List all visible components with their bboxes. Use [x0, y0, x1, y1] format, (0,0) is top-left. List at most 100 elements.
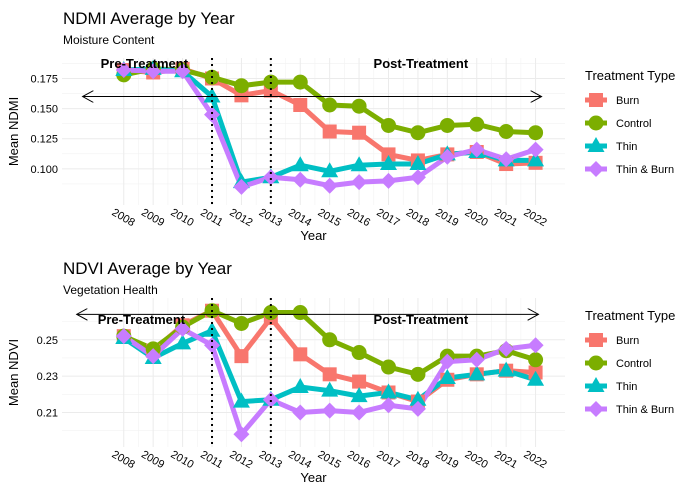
y-tick-label: 0.125	[30, 134, 58, 146]
x-tick-label: 2018	[404, 449, 431, 472]
marker-square	[589, 93, 603, 107]
marker-diamond	[380, 172, 397, 189]
legend-title: Treatment Type	[585, 308, 675, 323]
marker-diamond	[174, 320, 191, 337]
marker-circle	[439, 117, 455, 133]
marker-circle	[322, 97, 338, 113]
legend-item: Control	[585, 115, 651, 131]
legend-item: Thin & Burn	[585, 401, 674, 417]
marker-circle	[410, 366, 426, 382]
marker-diamond	[321, 177, 338, 194]
x-tick-label: 2015	[316, 449, 343, 472]
x-axis-label: Year	[300, 228, 327, 243]
y-axis-label: Mean NDVI	[6, 339, 21, 406]
marker-triangle	[380, 155, 398, 171]
x-axis-label: Year	[300, 470, 327, 485]
marker-square	[589, 333, 603, 347]
x-tick-label: 2014	[286, 207, 313, 230]
marker-circle	[292, 74, 308, 90]
marker-triangle	[174, 334, 192, 350]
marker-triangle	[409, 390, 427, 406]
x-tick-label: 2010	[169, 449, 196, 472]
y-tick-label: 0.175	[30, 73, 58, 85]
marker-circle	[233, 315, 249, 331]
annotation: Pre-Treatment	[98, 312, 186, 327]
y-tick-label: 0.23	[37, 371, 58, 383]
x-tick-label: 2016	[345, 449, 372, 472]
legend-label: Control	[616, 118, 651, 130]
marker-circle	[498, 124, 514, 139]
annotation: Post-Treatment	[374, 56, 469, 71]
chart-title: NDVI Average by Year	[63, 259, 232, 278]
chart-subtitle: Moisture Content	[63, 33, 155, 47]
marker-triangle	[438, 368, 456, 384]
marker-triangle	[468, 365, 486, 381]
marker-circle	[351, 98, 367, 114]
marker-triangle	[587, 137, 605, 152]
y-tick-label: 0.21	[37, 407, 58, 419]
legend-label: Burn	[616, 95, 639, 107]
marker-circle	[381, 117, 397, 133]
x-tick-label: 2015	[316, 207, 343, 230]
legend-label: Control	[616, 358, 651, 370]
annotation: Post-Treatment	[374, 312, 469, 327]
marker-triangle	[527, 151, 545, 167]
marker-circle	[410, 125, 426, 141]
x-tick-label: 2012	[227, 207, 254, 230]
marker-diamond	[321, 402, 338, 419]
x-tick-label: 2020	[463, 449, 490, 472]
marker-triangle	[321, 381, 339, 397]
marker-diamond	[439, 353, 456, 370]
legend-label: Burn	[616, 335, 639, 347]
marker-diamond	[145, 63, 162, 80]
marker-diamond	[174, 63, 191, 80]
x-tick-label: 2017	[374, 207, 401, 230]
marker-triangle	[497, 361, 515, 377]
x-tick-label: 2013	[257, 207, 284, 230]
marker-circle	[528, 352, 544, 368]
marker-diamond	[409, 169, 426, 186]
marker-triangle	[587, 377, 605, 392]
marker-triangle	[527, 370, 545, 386]
marker-diamond	[468, 141, 485, 158]
legend-label: Thin	[616, 381, 637, 393]
x-tick-label: 2019	[433, 449, 460, 472]
marker-diamond	[351, 174, 368, 191]
marker-square	[322, 367, 337, 382]
x-tick-label: 2021	[492, 207, 519, 230]
marker-diamond	[380, 397, 397, 414]
chart-subtitle: Vegetation Health	[63, 283, 158, 297]
x-tick-label: 2021	[492, 449, 519, 472]
x-tick-label: 2020	[463, 207, 490, 230]
legend-item: Thin	[585, 377, 637, 393]
marker-diamond	[498, 151, 515, 168]
marker-triangle	[291, 156, 309, 172]
marker-circle	[381, 359, 397, 375]
marker-circle	[588, 115, 604, 131]
marker-diamond	[204, 337, 221, 354]
marker-triangle	[232, 392, 250, 408]
chart-title: NDMI Average by Year	[63, 9, 235, 28]
marker-diamond	[292, 404, 309, 421]
marker-diamond	[262, 391, 279, 408]
marker-circle	[351, 345, 367, 361]
marker-circle	[469, 116, 485, 132]
x-tick-label: 2017	[374, 449, 401, 472]
marker-square	[322, 124, 337, 139]
marker-diamond	[527, 337, 544, 354]
y-axis-label: Mean NDMI	[6, 97, 21, 166]
x-tick-label: 2008	[110, 207, 137, 230]
marker-diamond	[588, 161, 604, 177]
x-tick-label: 2013	[257, 449, 284, 472]
marker-square	[293, 97, 308, 112]
marker-diamond	[498, 340, 515, 357]
y-tick-label: 0.100	[30, 164, 58, 176]
legend-item: Thin & Burn	[585, 161, 674, 177]
marker-triangle	[321, 162, 339, 178]
marker-diamond	[292, 171, 309, 188]
x-tick-label: 2010	[169, 207, 196, 230]
marker-triangle	[350, 156, 368, 172]
marker-triangle	[350, 387, 368, 403]
